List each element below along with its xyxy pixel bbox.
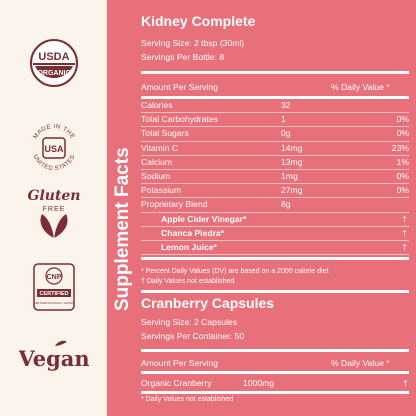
- nutrient-dv: 0%: [396, 171, 409, 181]
- cnp-certified-text: CERTIFIED: [39, 291, 68, 297]
- usa-mark-text: USA: [44, 144, 64, 154]
- cranberry-row-dv: †: [403, 378, 408, 388]
- divider: [141, 257, 409, 261]
- blend-ingredient-dv: †: [402, 213, 407, 224]
- divider: [141, 391, 409, 394]
- cranberry-servings: Servings Per Container: 50: [141, 331, 245, 341]
- free-text: FREE: [42, 206, 65, 213]
- certification-column: USDA ORGANIC MADE IN THE UNITED STATES U…: [0, 0, 107, 416]
- cranberry-serving-size: Serving Size: 2 Capsules: [141, 317, 238, 327]
- usda-top-text: USDA: [38, 51, 69, 63]
- usda-bottom-text: ORGANIC: [37, 70, 70, 77]
- divider: [141, 290, 409, 293]
- nutrient-dv: 0%: [396, 128, 409, 139]
- cranberry-footnote: * Daily Values not established: [141, 396, 234, 403]
- blend-ingredient-dv: †: [402, 227, 407, 238]
- cnp-mark-text: CNP: [46, 274, 61, 281]
- cnp-small-text: CERTIFIED NATURALLY GROWN: [33, 301, 73, 305]
- row-divider: [141, 126, 409, 128]
- nutrient-name: Calcium: [141, 156, 173, 167]
- made-in-usa-icon: MADE IN THE UNITED STATES USA: [31, 124, 76, 172]
- kidney-title: Kidney Complete: [141, 13, 256, 29]
- nutrient-amount: 13mg: [281, 156, 303, 167]
- blend-ingredient-dv: †: [402, 242, 407, 252]
- nutrient-name: Potassium: [141, 185, 182, 196]
- divider: [141, 96, 409, 99]
- nutrient-name: Calories: [141, 100, 173, 110]
- blend-ingredient-name: Chanca Piedra*: [161, 227, 225, 238]
- nutrient-name: Sodium: [141, 171, 171, 181]
- nutrient-amount: 1: [281, 114, 286, 125]
- svg-text:UNITED STATES: UNITED STATES: [31, 154, 76, 172]
- blend-ingredient-name: Lemon Juice*: [161, 242, 217, 252]
- nutrient-amount: 32: [281, 100, 291, 110]
- cranberry-title: Cranberry Capsules: [141, 295, 275, 311]
- row-divider: [141, 225, 409, 227]
- row-divider: [141, 183, 409, 185]
- usda-organic-icon: USDA ORGANIC: [29, 39, 78, 87]
- vegan-icon: Vegan: [19, 340, 89, 371]
- kidney-serving-size: Serving Size: 2 tbsp (30ml): [141, 38, 245, 48]
- divider: [141, 71, 409, 74]
- nutrient-amount: 27mg: [281, 185, 303, 196]
- kidney-header-left: Amount Per Serving: [141, 82, 218, 92]
- row-divider: [141, 169, 409, 170]
- cranberry-row-name: Organic Cranberry: [141, 378, 212, 388]
- nutrient-dv: 0%: [396, 114, 409, 125]
- nutrient-amount: 14mg: [281, 142, 303, 153]
- gluten-text: Gluten: [27, 188, 80, 204]
- nutrient-amount: 8g: [281, 199, 291, 210]
- row-divider: [141, 197, 409, 199]
- kidney-footnote-2: † Daily Values not established: [141, 278, 235, 285]
- usa-bottom-text: UNITED STATES: [31, 154, 76, 172]
- nutrient-dv: 23%: [391, 142, 409, 153]
- row-divider: [141, 211, 409, 213]
- row-divider: [141, 112, 409, 114]
- blend-ingredient-name: Apple Cider Vinegar*: [161, 213, 247, 224]
- row-divider: [141, 140, 409, 142]
- nutrient-name: Proprietary Blend: [141, 199, 208, 210]
- cranberry-header-right: % Daily Value *: [331, 358, 390, 368]
- cnp-certified-icon: CNP CERTIFIED CERTIFIED NATURALLY GROWN: [32, 263, 75, 311]
- nutrient-name: Total Sugars: [141, 128, 189, 139]
- kidney-header-right: % Daily Value *: [331, 82, 390, 92]
- kidney-servings: Servings Per Bottle: 8: [141, 52, 225, 62]
- row-divider: [141, 240, 409, 241]
- supplement-facts-panel: [107, 0, 416, 416]
- divider: [141, 371, 409, 374]
- row-divider: [141, 254, 409, 256]
- panel-title: Supplement Facts: [112, 147, 133, 311]
- cranberry-row-amount: 1000mg: [243, 378, 275, 388]
- cranberry-header-left: Amount Per Serving: [141, 358, 218, 368]
- kidney-footnote-1: * Percent Daily Values (DV) are based on…: [141, 268, 329, 275]
- nutrient-name: Total Carbohydrates: [141, 114, 218, 125]
- nutrient-amount: 1mg: [281, 171, 298, 181]
- nutrient-dv: 0%: [396, 185, 409, 196]
- row-divider: [141, 154, 409, 156]
- vegan-text: Vegan: [19, 346, 89, 371]
- gluten-free-icon: Gluten FREE: [27, 188, 80, 238]
- nutrient-amount: 0g: [281, 128, 291, 139]
- nutrient-name: Vitamin C: [141, 142, 179, 153]
- nutrient-dv: 1%: [396, 156, 409, 167]
- divider: [141, 349, 409, 352]
